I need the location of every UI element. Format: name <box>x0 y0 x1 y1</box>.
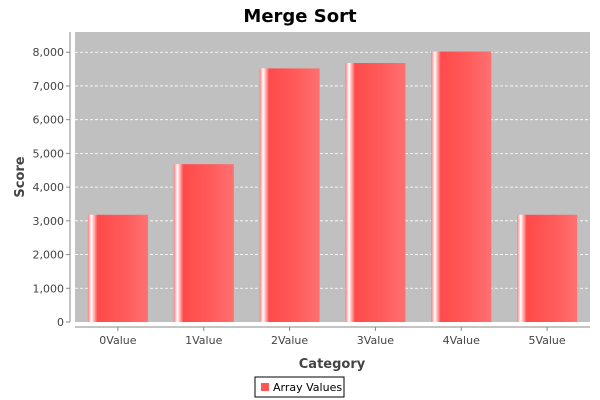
y-tick-label: 2,000 <box>33 249 65 262</box>
plot-area <box>75 32 590 322</box>
legend-swatch <box>261 383 269 391</box>
y-tick-label: 4,000 <box>33 181 65 194</box>
grid-lines <box>75 51 590 289</box>
y-tick-label: 7,000 <box>33 80 65 93</box>
x-tick-label: 1Value <box>185 334 222 347</box>
y-tick-label: 3,000 <box>33 215 65 228</box>
legend-label: Array Values <box>273 381 342 394</box>
chart-title: Merge Sort <box>243 6 357 27</box>
x-tick-label: 5Value <box>528 334 565 347</box>
x-tick-label: 0Value <box>99 334 136 347</box>
bar <box>87 214 148 322</box>
y-tick-label: 5,000 <box>33 147 65 160</box>
bars <box>87 51 578 323</box>
y-tick-label: 6,000 <box>33 114 65 127</box>
bar <box>259 68 320 322</box>
x-axis-title: Category <box>299 357 366 372</box>
bar <box>345 63 406 322</box>
bar <box>431 51 492 323</box>
y-axis-ticks: 0 1,000 2,000 3,000 4,000 5,000 6,000 7,000 8,00… <box>33 46 70 329</box>
x-tick-label: 2Value <box>271 334 308 347</box>
y-tick-label: 8,000 <box>33 46 65 59</box>
y-axis-title: Score <box>13 156 28 197</box>
bar <box>173 164 234 322</box>
legend-box <box>254 376 345 398</box>
y-tick-label: 0 <box>57 316 64 329</box>
x-tick-label: 3Value <box>357 334 394 347</box>
bar <box>517 214 578 322</box>
legend: Array Values <box>254 376 345 398</box>
x-axis-ticks: 0Value 1Value 2Value 3Value 4Value 5Value <box>99 327 566 347</box>
y-tick-label: 1,000 <box>33 282 65 295</box>
x-tick-label: 4Value <box>443 334 480 347</box>
